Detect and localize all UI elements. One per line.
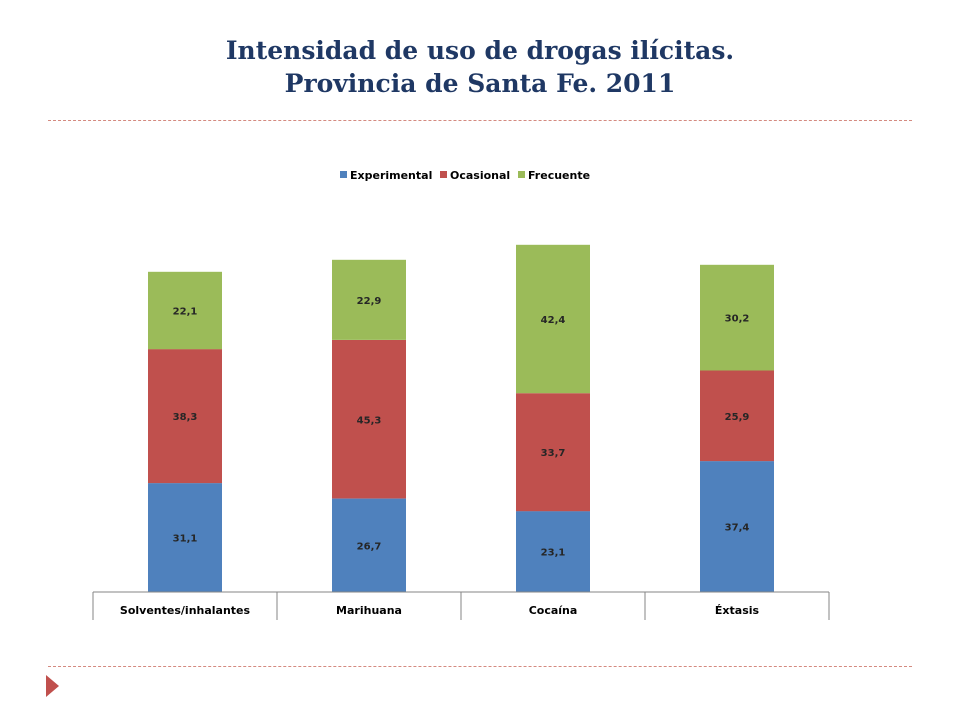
data-label-experimental-3: 23,1 — [541, 548, 566, 559]
bottom-divider — [48, 666, 912, 667]
slide-title-line-1: Intensidad de uso de drogas ilícitas. — [225, 36, 735, 65]
bar-segment-ocasional-4 — [700, 370, 774, 462]
bar-segment-ocasional-1 — [148, 349, 222, 484]
data-label-experimental-1: 31,1 — [173, 534, 198, 545]
data-label-frecuente-3: 42,4 — [541, 315, 566, 326]
top-divider — [48, 120, 912, 121]
data-label-frecuente-2: 22,9 — [357, 296, 382, 307]
x-tick-label-1: Solventes/inhalantes — [120, 604, 251, 617]
data-label-frecuente-4: 30,2 — [725, 314, 750, 325]
data-label-experimental-4: 37,4 — [725, 523, 750, 534]
bar-segment-frecuente-3 — [516, 244, 590, 394]
bar-segment-ocasional-2 — [332, 340, 406, 499]
legend-swatch-frecuente — [518, 171, 525, 178]
chart-bars: 31,1 38,3 22,1 26,7 45,3 22,9 23,1 33,7 42,4 37,4… — [148, 244, 774, 593]
slide-title-line-2: Provincia de Santa Fe. 2011 — [284, 69, 676, 98]
data-label-ocasional-1: 38,3 — [173, 412, 198, 423]
bar-segment-frecuente-4 — [700, 264, 774, 371]
slide-bullet-icon — [46, 675, 59, 697]
legend-label-frecuente: Frecuente — [528, 169, 590, 182]
data-label-ocasional-4: 25,9 — [725, 412, 750, 423]
legend-swatch-experimental — [340, 171, 347, 178]
data-label-ocasional-3: 33,7 — [541, 448, 566, 459]
chart-legend: Experimental Ocasional Frecuente — [340, 169, 590, 182]
chart-x-axis: Solventes/inhalantes Marihuana Cocaína Éxta… — [92, 591, 830, 620]
data-label-experimental-2: 26,7 — [357, 541, 382, 552]
x-tick-label-2: Marihuana — [336, 604, 402, 617]
data-label-ocasional-2: 45,3 — [357, 415, 382, 426]
legend-label-ocasional: Ocasional — [450, 169, 510, 182]
bar-segment-experimental-1 — [148, 483, 222, 592]
bar-segment-frecuente-1 — [148, 271, 222, 350]
data-label-frecuente-1: 22,1 — [173, 306, 198, 317]
bar-segment-experimental-4 — [700, 461, 774, 592]
slide-title: Intensidad de uso de drogas ilícitas. Pr… — [0, 34, 960, 100]
bar-segment-experimental-2 — [332, 498, 406, 593]
x-tick-label-3: Cocaína — [529, 604, 578, 617]
bar-segment-ocasional-3 — [516, 393, 590, 512]
legend-swatch-ocasional — [440, 171, 447, 178]
legend-label-experimental: Experimental — [350, 169, 432, 182]
bar-segment-frecuente-2 — [332, 259, 406, 340]
bar-segment-experimental-3 — [516, 511, 590, 592]
x-tick-label-4: Éxtasis — [715, 604, 760, 617]
